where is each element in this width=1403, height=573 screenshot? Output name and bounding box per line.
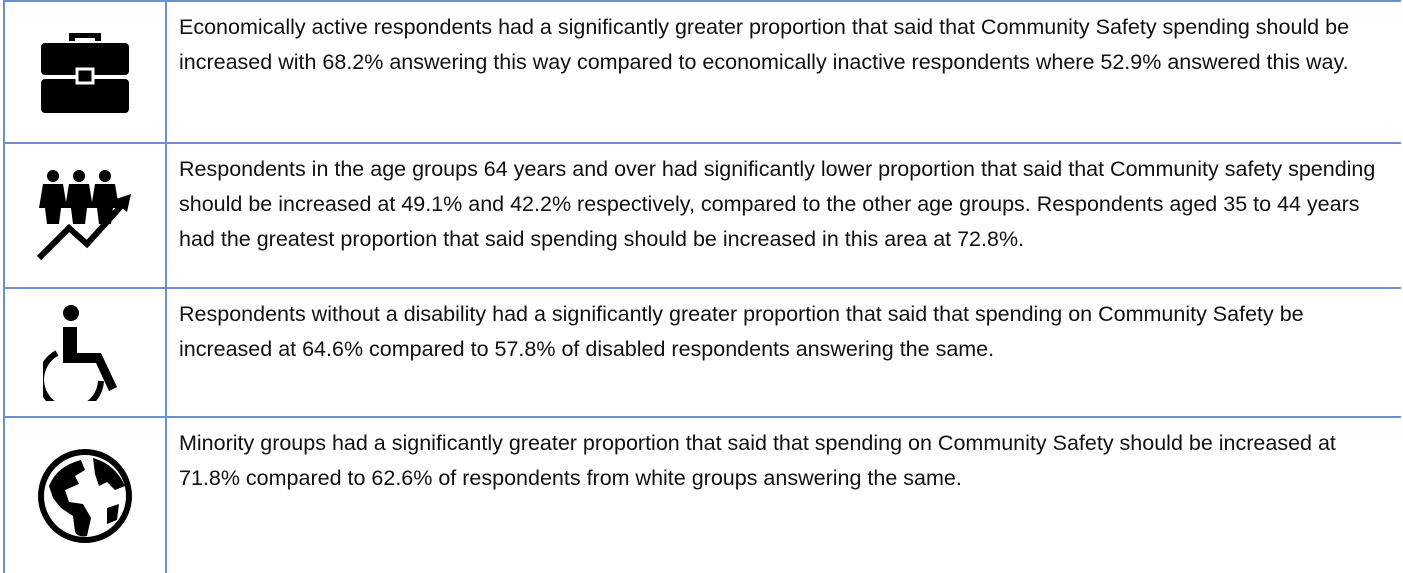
finding-text: Respondents in the age groups 64 years a…	[166, 142, 1401, 288]
wheelchair-icon	[43, 304, 117, 401]
age-groups-icon	[36, 169, 131, 260]
icon-cell	[3, 0, 167, 143]
finding-text: Economically active respondents had a si…	[166, 0, 1401, 143]
briefcase-icon	[41, 33, 129, 113]
row: Respondents in the age groups 64 years a…	[3, 142, 1401, 288]
icon-cell	[3, 416, 167, 573]
page: {"rows": [ {"text": "Economically active…	[3, 0, 1401, 573]
finding-text: Minority groups had a significantly grea…	[166, 416, 1401, 573]
row: Economically active respondents had a si…	[3, 0, 1401, 143]
globe-icon	[38, 448, 132, 543]
row: Respondents without a disability had a s…	[3, 287, 1401, 417]
row: Minority groups had a significantly grea…	[3, 416, 1401, 573]
finding-text: Respondents without a disability had a s…	[166, 287, 1401, 417]
icon-cell	[3, 142, 167, 288]
icon-cell	[3, 287, 167, 417]
findings-table: Economically active respondents had a si…	[3, 0, 1401, 573]
